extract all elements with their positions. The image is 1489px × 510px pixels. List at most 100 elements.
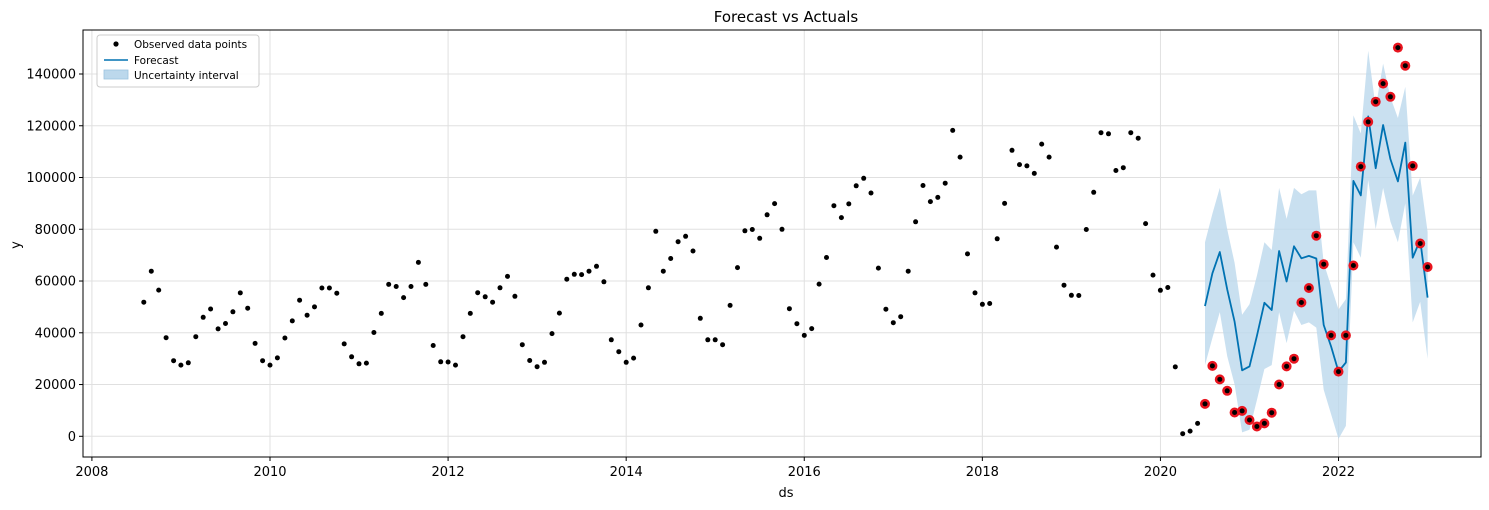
x-tick-label: 2012 [432, 465, 465, 480]
observed-point [1321, 261, 1327, 267]
observed-point [230, 309, 236, 315]
observed-point [697, 315, 703, 321]
observed-point [749, 227, 755, 232]
legend-observed-marker [113, 41, 119, 47]
x-axis-label: ds [778, 486, 793, 501]
observed-point [1417, 241, 1423, 246]
observed-point [1209, 363, 1215, 369]
observed-point [482, 294, 488, 300]
observed-point [1046, 154, 1052, 160]
x-tick-label: 2022 [1322, 465, 1355, 480]
observed-point [1395, 45, 1401, 51]
observed-point [816, 281, 822, 287]
observed-point [156, 287, 162, 293]
observed-point [467, 310, 473, 316]
observed-point [1336, 369, 1341, 375]
observed-point [861, 175, 867, 181]
observed-point [994, 236, 1000, 242]
observed-point [1387, 94, 1393, 100]
observed-point [1165, 285, 1171, 290]
y-tick-label: 120000 [26, 119, 76, 134]
observed-point [1350, 263, 1356, 268]
observed-point [1373, 99, 1379, 105]
observed-point [1113, 168, 1119, 173]
observed-point [987, 301, 993, 306]
observed-point [223, 321, 228, 326]
observed-point [779, 226, 785, 232]
observed-point [326, 285, 332, 291]
observed-point [712, 337, 718, 343]
observed-point [282, 335, 288, 341]
legend-interval-swatch [103, 69, 129, 80]
observed-point [764, 212, 770, 218]
observed-point [497, 285, 503, 291]
observed-point [727, 302, 733, 308]
forecast-line-layer [1204, 115, 1429, 373]
observed-point [1106, 131, 1111, 137]
observed-point [653, 228, 659, 234]
observed-point [1120, 165, 1126, 171]
observed-point [794, 321, 800, 327]
observed-point [965, 251, 970, 257]
observed-point [178, 362, 184, 368]
observed-point [1150, 272, 1156, 278]
observed-point [363, 360, 369, 366]
observed-point [1232, 410, 1238, 415]
observed-point [920, 183, 926, 188]
legend-interval-label: Uncertainty interval [134, 70, 239, 82]
observed-point [927, 199, 933, 205]
y-axis-ticks: 0 20000 40000 60000 80000 100000 120000 140000 [26, 67, 83, 445]
x-tick-label: 2014 [610, 465, 643, 480]
observed-point [1247, 417, 1252, 423]
observed-point [1313, 233, 1319, 239]
observed-point [875, 265, 881, 271]
observed-point [757, 235, 763, 241]
observed-point [1068, 292, 1074, 298]
y-tick-label: 100000 [26, 171, 76, 186]
legend: Observed data points Forecast Uncertaint… [96, 34, 260, 88]
observed-point [1284, 363, 1290, 369]
observed-point [735, 265, 740, 271]
observed-point [905, 268, 911, 274]
observed-point [408, 284, 414, 289]
observed-point [801, 332, 807, 338]
observed-point [831, 203, 837, 209]
observed-point [1269, 410, 1275, 416]
observed-point [979, 301, 985, 307]
plot-area: 2008 2010 2012 2014 2016 2018 2020 2022 0 20000 4… [26, 29, 1482, 480]
observed-point [519, 342, 525, 348]
chart-title: Forecast vs Actuals [714, 8, 859, 26]
observed-point [1217, 376, 1223, 382]
observed-point [868, 190, 874, 196]
observed-point [1425, 264, 1431, 270]
observed-point [341, 341, 347, 347]
observed-point [475, 290, 481, 296]
observed-point [512, 293, 518, 299]
observed-point [1328, 332, 1334, 338]
observed-point [549, 331, 555, 337]
observed-point [289, 318, 295, 324]
x-axis-ticks: 2008 2010 2012 2014 2016 2018 2020 2022 [75, 457, 1355, 480]
observed-point [853, 183, 859, 189]
observed-points-layer [141, 45, 1431, 437]
observed-point [148, 268, 154, 274]
observed-point [913, 219, 919, 225]
observed-point [683, 233, 689, 239]
observed-point [824, 255, 829, 260]
observed-point [1157, 287, 1163, 293]
observed-point [601, 279, 607, 285]
observed-point [898, 314, 904, 320]
observed-point [942, 180, 948, 186]
observed-point [1358, 164, 1364, 170]
observed-point [564, 276, 570, 282]
axes-background [83, 30, 1481, 457]
observed-point [1187, 428, 1193, 434]
axes-frame [82, 29, 1482, 458]
observed-point [163, 335, 169, 341]
observed-point [423, 281, 429, 287]
observed-point [1239, 408, 1245, 414]
observed-point [1083, 227, 1089, 232]
observed-point [1410, 163, 1416, 169]
x-tick-label: 2018 [966, 465, 999, 480]
